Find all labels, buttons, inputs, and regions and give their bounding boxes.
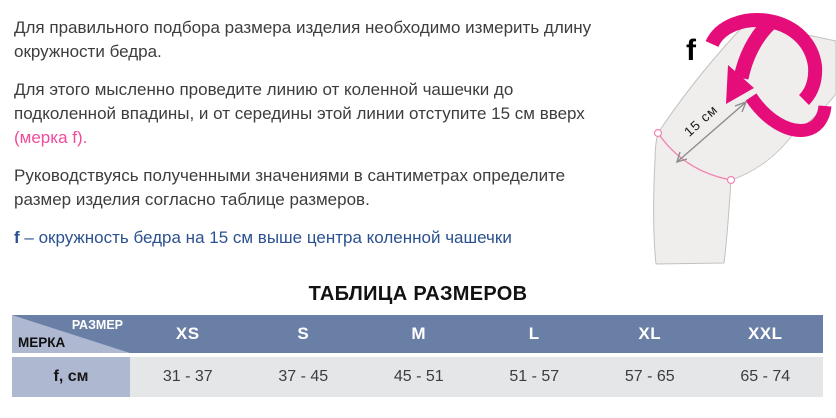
note-f-text: – окружность бедра на 15 см выше центра …: [19, 228, 512, 247]
size-column-header-xs: XS: [130, 315, 246, 353]
measure-arrow-15cm: [675, 100, 748, 164]
size-table-value-row: f, см 31 - 37 37 - 45 45 - 51 51 - 57 57…: [12, 357, 823, 397]
knee-line-ring-left: [653, 128, 663, 138]
leg-measurement-illustration: 15 см f: [600, 0, 836, 280]
paragraph-measure-how-text: Для этого мысленно проведите линию от ко…: [14, 80, 585, 123]
size-column-header-m: M: [361, 315, 477, 353]
measuring-band-arrow: [705, 13, 832, 137]
size-column-header-l: L: [476, 315, 592, 353]
knee-line: [657, 132, 732, 181]
size-column-header-s: S: [245, 315, 361, 353]
instructions-text: Для правильного подбора размера изделия …: [14, 16, 594, 264]
knee-line-ring-right: [726, 175, 736, 185]
size-value-m: 45 - 51: [361, 357, 477, 397]
size-value-xxl: 65 - 74: [707, 357, 823, 397]
size-table: РАЗМЕР МЕРКА XS S M L XL XXL f, см 31 - …: [12, 315, 823, 397]
paragraph-measure-intro: Для правильного подбора размера изделия …: [14, 18, 592, 61]
note-f-definition: f – окружность бедра на 15 см выше центр…: [14, 226, 594, 250]
paragraph-use-table: Руководствуясь полученными значениями в …: [14, 166, 566, 209]
corner-label-merka: МЕРКА: [18, 335, 66, 350]
note-f-letter: f: [14, 228, 20, 247]
size-table-header-row: РАЗМЕР МЕРКА XS S M L XL XXL: [12, 315, 823, 353]
band-label-f: f: [686, 34, 697, 67]
paragraph-measure-how: Для этого мысленно проведите линию от ко…: [14, 78, 594, 150]
size-table-title: ТАБЛИЦА РАЗМЕРОВ: [308, 283, 528, 305]
size-value-s: 37 - 45: [245, 357, 361, 397]
row-label-f-cm: f, см: [12, 357, 130, 397]
size-value-l: 51 - 57: [476, 357, 592, 397]
merka-f-highlight: (мерка f).: [14, 128, 88, 147]
size-column-header-xl: XL: [592, 315, 708, 353]
size-column-header-xxl: XXL: [707, 315, 823, 353]
band-arrowhead: [726, 65, 754, 104]
corner-cell: РАЗМЕР МЕРКА: [12, 315, 130, 353]
corner-label-razmer: РАЗМЕР: [71, 318, 123, 332]
size-value-xs: 31 - 37: [130, 357, 246, 397]
size-value-xl: 57 - 65: [592, 357, 708, 397]
leg-illustration-svg: 15 см f: [653, 13, 836, 265]
